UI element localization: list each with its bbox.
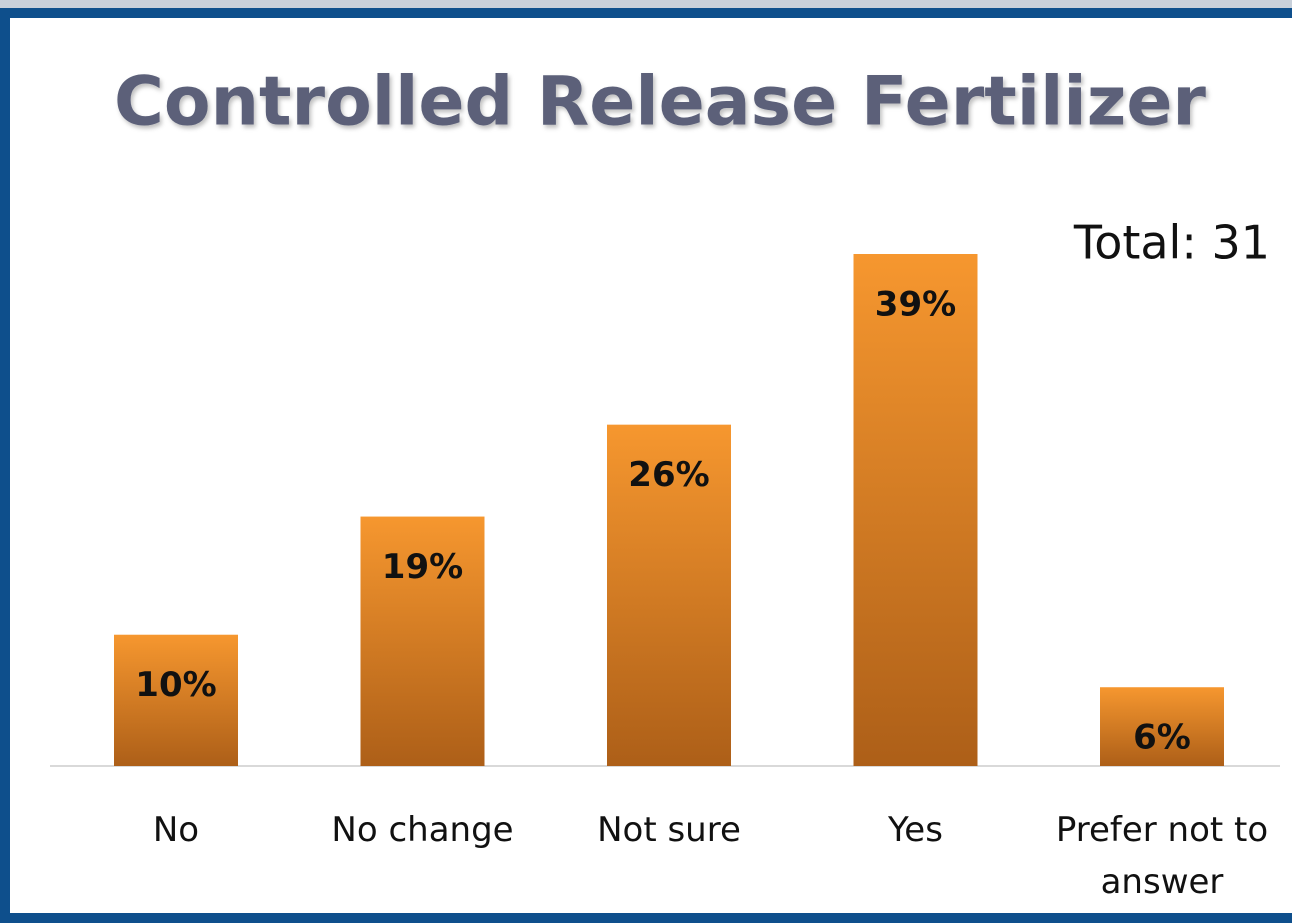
x-tick-label: Yes (888, 810, 943, 850)
bar (360, 516, 485, 766)
chart-title: Controlled Release Fertilizer (114, 63, 1206, 142)
bar (1100, 687, 1224, 766)
bar (114, 634, 238, 766)
annotation: Total: 31 (1073, 216, 1270, 270)
data-label: 39% (875, 285, 956, 325)
x-tick-label: No (152, 810, 200, 850)
x-tick-label: Not sure (597, 810, 741, 850)
data-label: 19% (382, 547, 463, 587)
x-tick-label: Prefer not to answer (1055, 810, 1269, 902)
data-label: 26% (628, 455, 709, 495)
bar (607, 424, 731, 766)
data-label: 10% (135, 665, 216, 705)
data-label: 6% (1133, 718, 1191, 758)
x-tick-label: No change (331, 810, 514, 850)
bar (853, 254, 978, 766)
